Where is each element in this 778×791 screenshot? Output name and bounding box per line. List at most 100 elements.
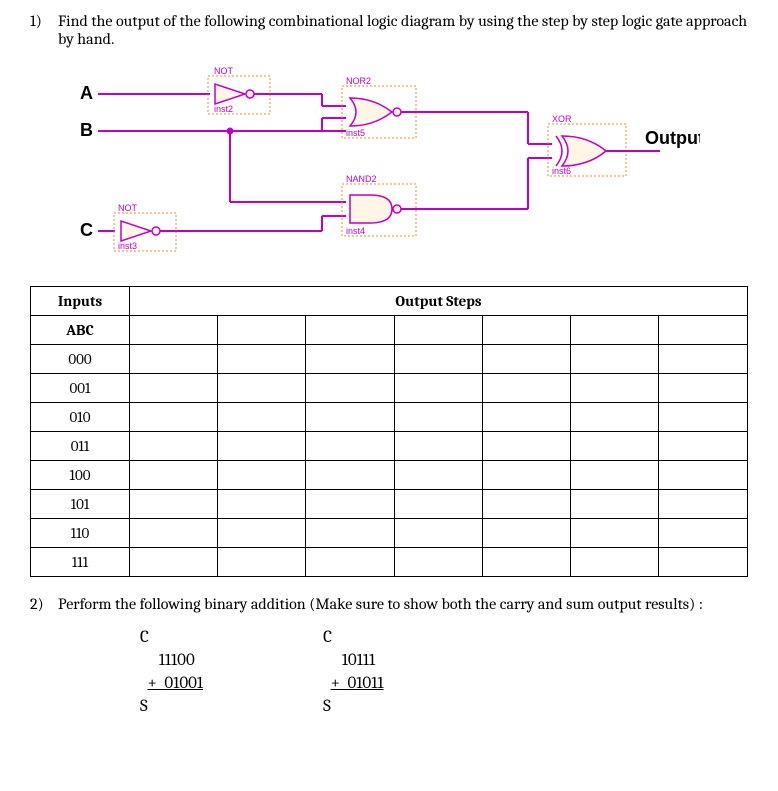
step-cell xyxy=(218,490,306,519)
step-cell xyxy=(659,403,748,432)
step-cell xyxy=(659,519,748,548)
input-B-label: B xyxy=(80,120,93,140)
table-row: 000 xyxy=(31,345,748,374)
step-cell xyxy=(394,490,482,519)
table-row: 101 xyxy=(31,490,748,519)
gate-inst: inst4 xyxy=(346,226,365,236)
binary-additions: C 11100 + 01001 S C 10111 + 01011 S xyxy=(140,627,748,719)
step-cell xyxy=(130,432,218,461)
step-cell xyxy=(218,432,306,461)
carry-row: C xyxy=(140,627,203,650)
step-cell xyxy=(659,374,748,403)
step-cell xyxy=(130,374,218,403)
step-cell xyxy=(570,461,658,490)
not-gate-A: NOT inst2 xyxy=(208,66,270,114)
step-cell xyxy=(394,432,482,461)
step-cell xyxy=(306,519,394,548)
step-cell xyxy=(482,490,570,519)
operand-b: + 01001 xyxy=(140,673,203,696)
step-cell xyxy=(659,548,748,577)
th-abc: ABC xyxy=(31,316,130,345)
step-cell xyxy=(394,461,482,490)
step-cell xyxy=(570,345,658,374)
question-2: 2) Perform the following binary addition… xyxy=(30,595,748,613)
table-row: 111 xyxy=(31,548,748,577)
operand-a: 10111 xyxy=(323,650,383,673)
input-cell: 100 xyxy=(31,461,130,490)
carry-row: C xyxy=(323,627,383,650)
question-1: 1) Find the output of the following comb… xyxy=(30,12,748,48)
step-cell xyxy=(130,548,218,577)
logic-diagram: A B C NOT inst2 NOR2 inst5 NOT inst3 xyxy=(60,64,748,268)
step-cell xyxy=(482,374,570,403)
step-cell xyxy=(218,519,306,548)
step-cell xyxy=(306,374,394,403)
step-cell xyxy=(130,490,218,519)
step-cell xyxy=(306,345,394,374)
step-cell xyxy=(659,345,748,374)
step-cell xyxy=(570,548,658,577)
step-cell xyxy=(218,345,306,374)
step-cell xyxy=(482,432,570,461)
step-cell xyxy=(659,432,748,461)
step-cell xyxy=(130,461,218,490)
step-cell xyxy=(659,490,748,519)
step-cell xyxy=(306,461,394,490)
step-cell xyxy=(306,403,394,432)
step-cell xyxy=(570,490,658,519)
step-cell xyxy=(218,461,306,490)
step-cell xyxy=(394,374,482,403)
gate-inst: inst5 xyxy=(346,128,365,138)
step-cell xyxy=(482,519,570,548)
step-cell xyxy=(570,519,658,548)
step-cell xyxy=(394,519,482,548)
input-A-label: A xyxy=(80,83,93,103)
operand-a: 11100 xyxy=(140,650,203,673)
step-cell xyxy=(394,548,482,577)
sum-row: S xyxy=(140,696,203,719)
nor-gate: NOR2 inst5 xyxy=(342,76,416,138)
input-C-label: C xyxy=(80,220,93,240)
table-row: 011 xyxy=(31,432,748,461)
q2-number: 2) xyxy=(30,595,58,613)
gate-label: XOR xyxy=(552,114,572,124)
gate-inst: inst6 xyxy=(552,166,571,176)
truth-table: Inputs Output Steps ABC 0000010100111001… xyxy=(30,286,748,577)
gate-label: NAND2 xyxy=(346,174,377,184)
gate-label: NOR2 xyxy=(346,76,371,86)
step-cell xyxy=(570,432,658,461)
step-cell xyxy=(306,490,394,519)
th-output-steps: Output Steps xyxy=(130,287,748,316)
q1-number: 1) xyxy=(30,12,58,48)
step-cell xyxy=(130,345,218,374)
addition-1: C 11100 + 01001 S xyxy=(140,627,203,719)
input-cell: 110 xyxy=(31,519,130,548)
gate-inst: inst3 xyxy=(118,241,137,251)
step-cell xyxy=(394,403,482,432)
not-gate-C: NOT inst3 xyxy=(114,203,176,251)
q1-text: Find the output of the following combina… xyxy=(58,12,748,48)
gate-label: NOT xyxy=(214,66,234,76)
addition-2: C 10111 + 01011 S xyxy=(323,627,383,719)
step-cell xyxy=(306,548,394,577)
table-row: 100 xyxy=(31,461,748,490)
step-cell xyxy=(482,403,570,432)
gate-label: NOT xyxy=(118,203,138,213)
input-cell: 101 xyxy=(31,490,130,519)
step-cell xyxy=(482,548,570,577)
table-row: 001 xyxy=(31,374,748,403)
step-cell xyxy=(306,432,394,461)
step-cell xyxy=(482,345,570,374)
step-cell xyxy=(218,548,306,577)
step-cell xyxy=(130,519,218,548)
gate-inst: inst2 xyxy=(214,104,233,114)
nand-gate: NAND2 inst4 xyxy=(342,174,416,236)
step-cell xyxy=(218,403,306,432)
table-row: 110 xyxy=(31,519,748,548)
step-cell xyxy=(218,374,306,403)
step-cell xyxy=(570,374,658,403)
step-cell xyxy=(482,461,570,490)
input-cell: 111 xyxy=(31,548,130,577)
step-cell xyxy=(659,461,748,490)
operand-b: + 01011 xyxy=(323,673,383,696)
